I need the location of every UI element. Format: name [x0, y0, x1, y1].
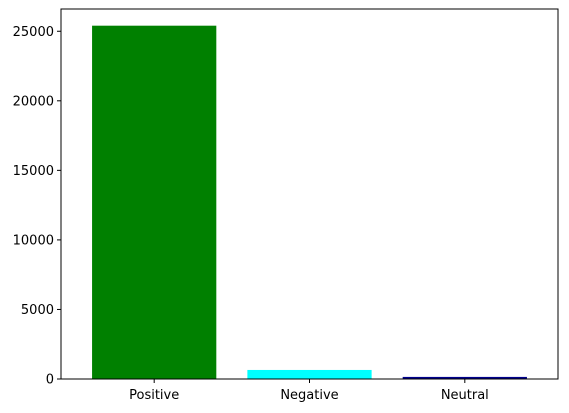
y-tick-label: 15000 — [13, 164, 54, 179]
y-tick-label: 0 — [46, 373, 54, 388]
y-axis: 0 5000 10000 15000 20000 25000 — [13, 25, 61, 388]
bars-group — [92, 25, 527, 379]
bar-neutral — [402, 376, 527, 379]
y-tick-label: 10000 — [13, 233, 54, 248]
x-tick-label: Neutral — [441, 388, 489, 403]
y-tick-label: 25000 — [13, 25, 54, 40]
x-tick-label: Positive — [129, 388, 179, 403]
bar-negative — [247, 369, 372, 379]
bar-positive — [92, 25, 217, 379]
x-tick-label: Negative — [280, 388, 338, 403]
y-tick-label: 5000 — [21, 303, 54, 318]
y-tick-label: 20000 — [13, 94, 54, 109]
x-axis: Positive Negative Neutral — [129, 379, 489, 403]
plot-frame — [60, 8, 559, 380]
